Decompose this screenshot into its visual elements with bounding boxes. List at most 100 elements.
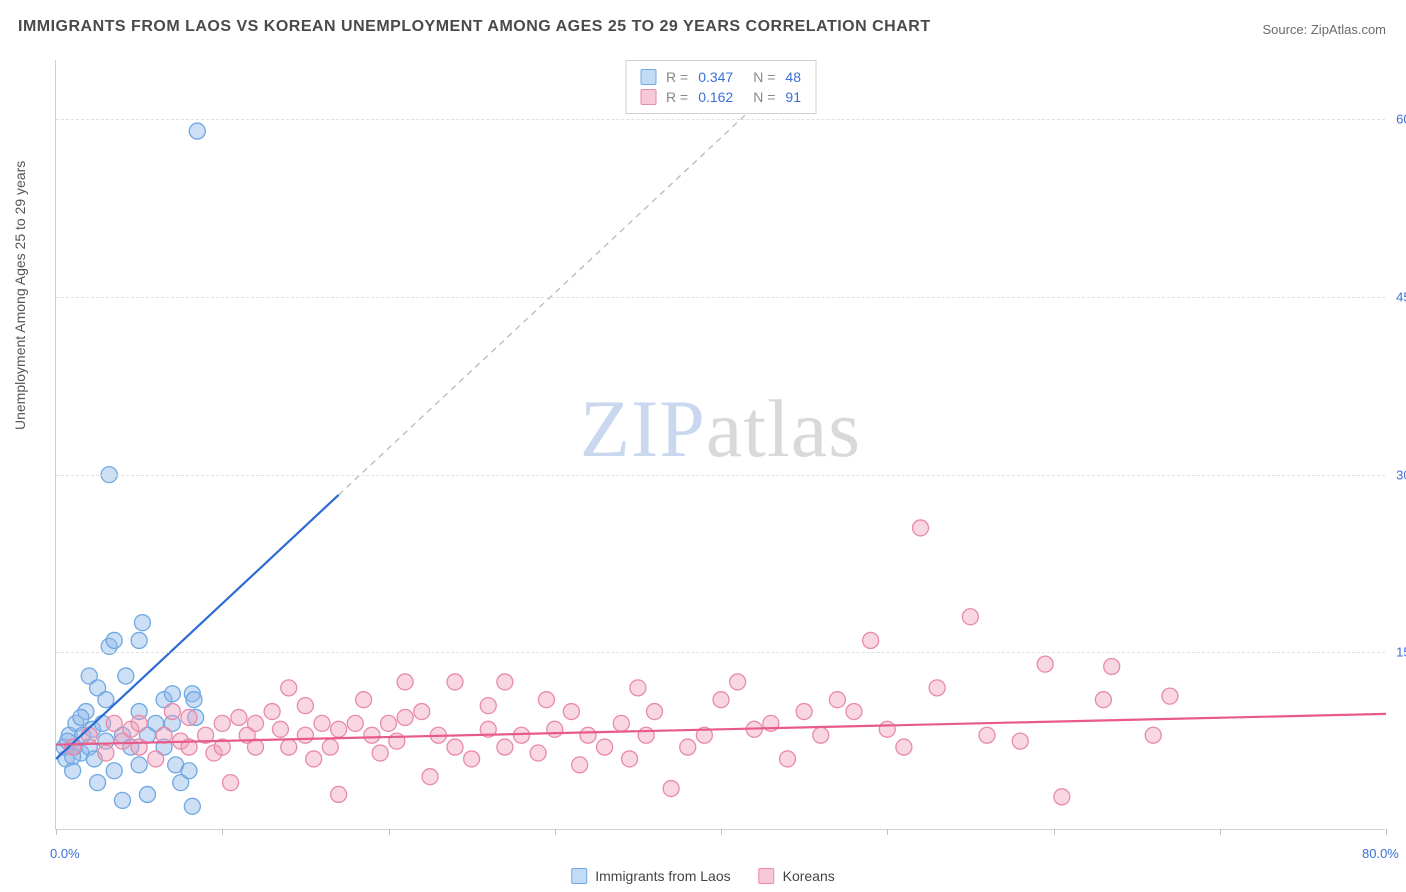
data-point (98, 692, 114, 708)
data-point (547, 721, 563, 737)
data-point (106, 763, 122, 779)
chart-title: IMMIGRANTS FROM LAOS VS KOREAN UNEMPLOYM… (18, 18, 931, 36)
data-point (979, 727, 995, 743)
data-point (422, 769, 438, 785)
x-tick (721, 829, 722, 835)
data-point (248, 739, 264, 755)
data-point (364, 727, 380, 743)
data-point (929, 680, 945, 696)
series-legend: Immigrants from Laos Koreans (571, 868, 835, 884)
x-tick (555, 829, 556, 835)
data-point (131, 715, 147, 731)
data-point (181, 763, 197, 779)
data-point (381, 715, 397, 731)
data-point (331, 786, 347, 802)
scatter-svg (56, 60, 1385, 829)
data-point (1054, 789, 1070, 805)
x-tick (1386, 829, 1387, 835)
y-tick-label: 15.0% (1396, 645, 1406, 660)
legend-r-value: 0.162 (698, 89, 733, 105)
data-point (65, 739, 81, 755)
y-tick-label: 60.0% (1396, 112, 1406, 127)
data-point (447, 739, 463, 755)
legend-n-label: N = (753, 89, 775, 105)
chart-plot-area: ZIPatlas R = 0.347 N = 48 R = 0.162 N = … (55, 60, 1385, 830)
data-point (148, 751, 164, 767)
data-point (184, 798, 200, 814)
data-point (1162, 688, 1178, 704)
legend-r-value: 0.347 (698, 69, 733, 85)
data-point (813, 727, 829, 743)
data-point (1037, 656, 1053, 672)
data-point (164, 704, 180, 720)
data-point (962, 609, 978, 625)
data-point (186, 692, 202, 708)
data-point (106, 632, 122, 648)
legend-row-koreans: R = 0.162 N = 91 (640, 87, 801, 107)
data-point (780, 751, 796, 767)
legend-n-value: 48 (785, 69, 801, 85)
trend-line-dashed (339, 60, 805, 495)
data-point (630, 680, 646, 696)
legend-item-koreans: Koreans (759, 868, 835, 884)
data-point (397, 674, 413, 690)
data-point (464, 751, 480, 767)
data-point (647, 704, 663, 720)
data-point (1104, 659, 1120, 675)
data-point (597, 739, 613, 755)
data-point (264, 704, 280, 720)
legend-row-laos: R = 0.347 N = 48 (640, 67, 801, 87)
data-point (372, 745, 388, 761)
data-point (131, 739, 147, 755)
data-point (248, 715, 264, 731)
data-point (397, 709, 413, 725)
data-point (90, 775, 106, 791)
data-point (314, 715, 330, 731)
data-point (538, 692, 554, 708)
swatch-icon (640, 69, 656, 85)
data-point (913, 520, 929, 536)
data-point (189, 123, 205, 139)
data-point (131, 757, 147, 773)
data-point (272, 721, 288, 737)
data-point (118, 668, 134, 684)
x-tick (222, 829, 223, 835)
data-point (829, 692, 845, 708)
data-point (347, 715, 363, 731)
data-point (713, 692, 729, 708)
data-point (322, 739, 338, 755)
y-tick-label: 30.0% (1396, 467, 1406, 482)
data-point (164, 686, 180, 702)
data-point (73, 709, 89, 725)
data-point (1145, 727, 1161, 743)
data-point (480, 698, 496, 714)
y-tick-label: 45.0% (1396, 289, 1406, 304)
data-point (231, 709, 247, 725)
data-point (281, 739, 297, 755)
data-point (638, 727, 654, 743)
correlation-legend: R = 0.347 N = 48 R = 0.162 N = 91 (625, 60, 816, 114)
data-point (1095, 692, 1111, 708)
gridline (56, 652, 1385, 653)
data-point (580, 727, 596, 743)
data-point (846, 704, 862, 720)
legend-r-label: R = (666, 69, 688, 85)
legend-n-value: 91 (785, 89, 801, 105)
data-point (297, 727, 313, 743)
legend-label: Immigrants from Laos (595, 868, 730, 884)
data-point (514, 727, 530, 743)
legend-n-label: N = (753, 69, 775, 85)
data-point (530, 745, 546, 761)
x-tick (56, 829, 57, 835)
source-attribution: Source: ZipAtlas.com (1262, 22, 1386, 37)
x-tick-label: 0.0% (50, 846, 80, 861)
data-point (81, 727, 97, 743)
swatch-icon (571, 868, 587, 884)
data-point (414, 704, 430, 720)
data-point (156, 727, 172, 743)
data-point (297, 698, 313, 714)
data-point (223, 775, 239, 791)
data-point (796, 704, 812, 720)
data-point (139, 786, 155, 802)
data-point (306, 751, 322, 767)
